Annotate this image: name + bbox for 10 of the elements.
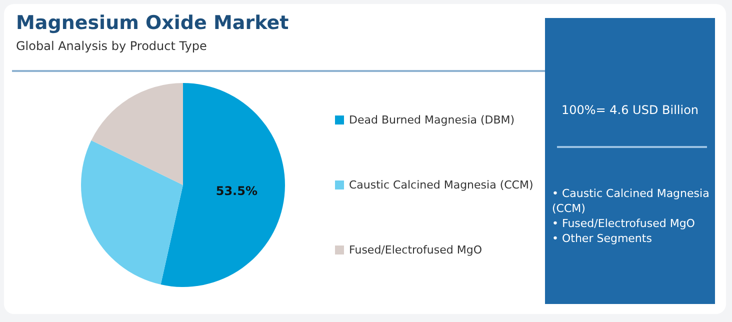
text: • Fused/Electrofused MgO bbox=[552, 216, 696, 231]
chart-title: Magnesium Oxide Market bbox=[16, 12, 289, 34]
legend-label: Caustic Calcined Magnesia (CCM) bbox=[349, 178, 534, 192]
chart-subtitle: Global Analysis by Product Type bbox=[16, 39, 207, 53]
text: 100%= 4.6 USD Billion bbox=[560, 103, 700, 117]
legend-label: Fused/Electrofused MgO bbox=[349, 244, 482, 256]
data-label: 53.5% bbox=[216, 184, 258, 198]
text: • Caustic Calcined Magnesia (CCM) bbox=[552, 186, 710, 216]
text: • Other Segments bbox=[552, 231, 653, 246]
legend-label: Dead Burned Magnesia (DBM) bbox=[349, 114, 515, 126]
